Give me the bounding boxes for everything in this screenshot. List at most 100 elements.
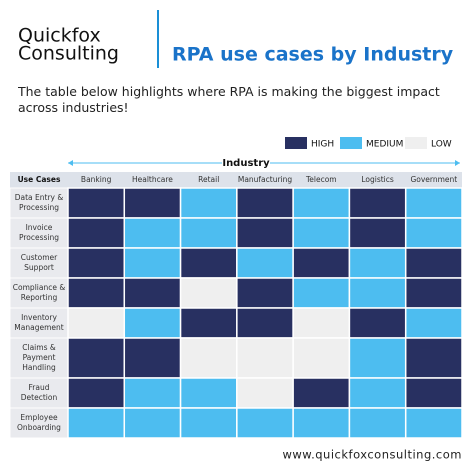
cell	[67, 247, 126, 279]
column-header: Manufacturing	[238, 175, 293, 184]
cell	[179, 187, 238, 219]
cell	[348, 337, 407, 379]
cell	[348, 277, 407, 309]
row-label: Detection	[21, 393, 58, 402]
cell	[123, 407, 182, 439]
cell	[348, 247, 407, 279]
cell	[292, 217, 351, 249]
cell	[179, 277, 238, 309]
cell	[236, 337, 294, 379]
cell	[348, 407, 407, 439]
cell	[179, 247, 238, 279]
cell	[404, 247, 463, 279]
column-header: Logistics	[361, 175, 394, 184]
column-header: Retail	[198, 175, 219, 184]
legend-swatch	[405, 137, 427, 149]
column-header: Healthcare	[132, 175, 173, 184]
cell	[236, 377, 294, 409]
row-label: Reporting	[21, 293, 58, 302]
intro: The table below highlights where RPA is …	[18, 84, 440, 115]
cell	[404, 187, 463, 219]
cell	[404, 407, 463, 439]
cell	[292, 337, 351, 379]
cell	[292, 187, 351, 219]
cell	[179, 377, 238, 409]
row-label: Payment	[23, 353, 56, 362]
title: RPA use cases by Industry	[172, 44, 454, 66]
cell	[292, 307, 351, 339]
cell	[67, 307, 126, 339]
cell	[404, 377, 463, 409]
column-header: Government	[410, 175, 457, 184]
cell	[123, 217, 182, 249]
row-label: Processing	[19, 233, 59, 242]
cell	[292, 407, 351, 439]
cell	[236, 187, 294, 219]
row-label: Claims &	[22, 343, 56, 352]
cell	[348, 377, 407, 409]
column-header: Banking	[81, 175, 112, 184]
row-label: Invoice	[26, 223, 53, 232]
legend-swatch	[285, 137, 307, 149]
cell	[348, 307, 407, 339]
cell	[179, 307, 238, 339]
row-label: Processing	[19, 203, 59, 212]
cell	[404, 277, 463, 309]
cell	[236, 307, 294, 339]
cell	[404, 307, 463, 339]
legend-label: LOW	[431, 140, 452, 150]
cell	[67, 217, 126, 249]
cell	[236, 407, 294, 439]
legend-swatch	[340, 137, 362, 149]
row-label: Data Entry &	[15, 193, 64, 202]
cell	[123, 247, 182, 279]
cell	[67, 407, 126, 439]
cell	[123, 277, 182, 309]
row-label: Onboarding	[17, 423, 61, 432]
row-label: Support	[24, 263, 54, 272]
cell	[123, 307, 182, 339]
row-label-bg	[9, 187, 69, 219]
cell	[67, 377, 126, 409]
cell	[123, 337, 182, 379]
legend-label: HIGH	[311, 140, 334, 150]
brand: Quickfox	[18, 25, 101, 47]
column-header: Telecom	[305, 175, 337, 184]
row-label: Inventory	[21, 313, 57, 322]
footer: www.quickfoxconsulting.com	[282, 448, 462, 462]
group-label-bg	[222, 156, 270, 170]
row-label: Fraud	[29, 383, 50, 392]
cell	[67, 187, 126, 219]
cell	[404, 337, 463, 379]
brand: Consulting	[18, 43, 119, 65]
row-label: Handling	[22, 363, 56, 372]
cell	[236, 247, 294, 279]
cell	[348, 217, 407, 249]
cell	[123, 377, 182, 409]
cell	[179, 337, 238, 379]
cell	[292, 377, 351, 409]
cell	[67, 277, 126, 309]
cell	[348, 187, 407, 219]
row-label: Employee	[20, 413, 58, 422]
corner-label: Use Cases	[18, 175, 61, 184]
cell	[292, 247, 351, 279]
row-label: Management	[14, 323, 63, 332]
group-label: Industry	[222, 158, 270, 169]
cell	[236, 217, 294, 249]
row-label-bg	[9, 407, 69, 439]
cell	[67, 337, 126, 379]
cell	[292, 277, 351, 309]
intro-box: The table below highlights where RPA is …	[18, 84, 440, 115]
legend-label: MEDIUM	[366, 140, 403, 150]
cell	[123, 187, 182, 219]
cell	[404, 217, 463, 249]
cell	[236, 277, 294, 309]
row-label: Compliance &	[13, 283, 66, 292]
header-bg	[10, 172, 462, 188]
cell	[179, 407, 238, 439]
row-label: Customer	[21, 253, 58, 262]
cell	[179, 217, 238, 249]
